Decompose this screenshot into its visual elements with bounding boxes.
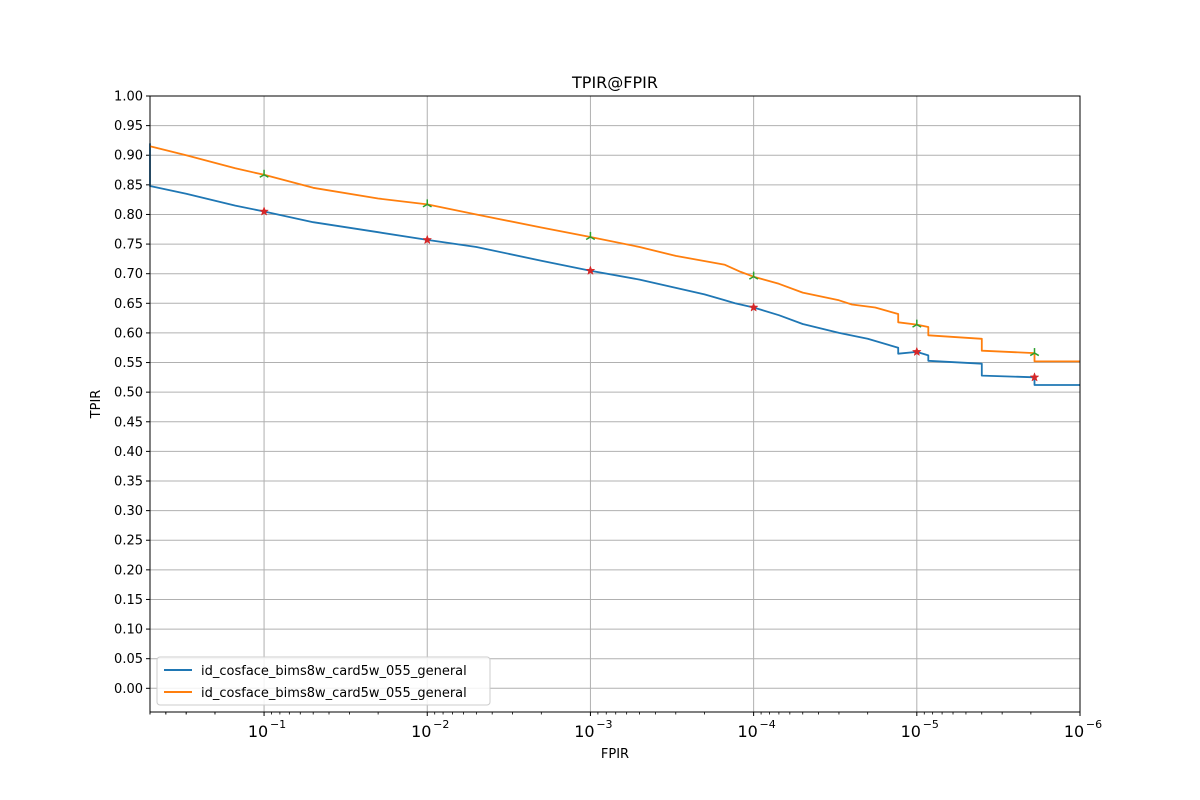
series-line-1 <box>149 143 1080 386</box>
series-1-marker <box>911 346 922 357</box>
legend: id_cosface_bims8w_card5w_055_general id_… <box>156 656 491 706</box>
marker-stroke <box>426 203 432 208</box>
series-2-marker <box>585 231 596 241</box>
y-tick-label: 0.40 <box>114 445 143 460</box>
series-1-marker <box>585 265 596 275</box>
legend-label-series-1: id_cosface_bims8w_card5w_055_general <box>201 664 467 679</box>
series-2-marker <box>912 319 922 328</box>
y-tick-label: 0.15 <box>114 593 143 608</box>
marker-stroke <box>1034 352 1040 357</box>
y-tick-label: 0.50 <box>114 386 143 401</box>
y-tick-label: 0.75 <box>114 238 143 253</box>
chart-title: TPIR@FPIR <box>571 73 658 92</box>
x-axis-ticks: 10 −1 10 −2 10 −3 10 −4 10 −5 10 −6 <box>149 712 1102 741</box>
marker-stroke <box>259 174 265 178</box>
x-tick-label-exponent: −5 <box>923 718 939 731</box>
y-tick-label: 0.95 <box>114 119 143 134</box>
y-tick-label: 0.85 <box>114 178 143 193</box>
marker-stroke <box>753 276 759 280</box>
y-tick-label: 0.00 <box>114 682 143 697</box>
y-tick-label: 0.45 <box>114 415 143 430</box>
y-tick-label: 0.60 <box>114 326 143 341</box>
x-tick-label: 10 <box>1064 722 1084 741</box>
x-tick-label: 10 <box>574 722 594 741</box>
series-2-marker <box>1029 348 1040 357</box>
y-tick-label: 0.25 <box>114 534 143 549</box>
x-tick-label: 10 <box>737 722 757 741</box>
plot-series <box>149 143 1080 386</box>
marker-stroke <box>263 174 269 178</box>
series-2-marker <box>422 199 432 208</box>
y-tick-label: 0.05 <box>114 652 143 667</box>
legend-box <box>156 656 491 706</box>
y-tick-label: 0.70 <box>114 267 143 282</box>
y-tick-label: 0.80 <box>114 208 143 223</box>
marker-stroke <box>1029 352 1035 357</box>
plot-markers <box>259 169 1040 382</box>
x-axis-label: FPIR <box>601 747 629 762</box>
series-1-marker <box>422 234 433 245</box>
marker-stroke <box>912 323 918 328</box>
y-tick-label: 0.55 <box>114 356 143 371</box>
y-tick-label: 0.90 <box>114 149 143 164</box>
series-line-2 <box>149 145 1080 363</box>
y-axis-ticks: 0.00 0.05 0.10 0.15 0.20 0.25 0.30 0.35 0.40 0.45… <box>114 90 150 697</box>
series-2-marker <box>259 169 269 178</box>
marker-stroke <box>590 236 596 241</box>
marker-stroke <box>748 276 755 280</box>
y-tick-label: 0.30 <box>114 504 143 519</box>
series-1-marker <box>1029 372 1040 382</box>
x-tick-label: 10 <box>411 722 431 741</box>
x-tick-label-exponent: −4 <box>760 718 776 731</box>
y-tick-label: 0.10 <box>114 623 143 638</box>
series-2-marker <box>748 271 759 280</box>
x-tick-label-exponent: −2 <box>433 718 449 731</box>
x-tick-label-exponent: −6 <box>1086 718 1102 731</box>
marker-stroke <box>422 203 428 208</box>
x-tick-label: 10 <box>901 722 921 741</box>
y-tick-label: 0.20 <box>114 563 143 578</box>
plot-area-frame <box>149 95 1081 713</box>
y-tick-label: 1.00 <box>114 90 143 105</box>
legend-label-series-2: id_cosface_bims8w_card5w_055_general <box>201 686 467 701</box>
y-axis-label: TPIR <box>89 390 104 420</box>
series-1-marker <box>259 206 269 216</box>
grid-lines <box>150 95 1081 712</box>
marker-stroke <box>585 236 591 241</box>
x-tick-label-exponent: −1 <box>270 718 286 731</box>
x-tick-label: 10 <box>248 722 268 741</box>
series-1-marker <box>748 302 759 312</box>
y-tick-label: 0.35 <box>114 475 143 490</box>
marker-stroke <box>916 323 922 328</box>
y-tick-label: 0.65 <box>114 297 143 312</box>
x-tick-label-exponent: −3 <box>596 718 612 731</box>
